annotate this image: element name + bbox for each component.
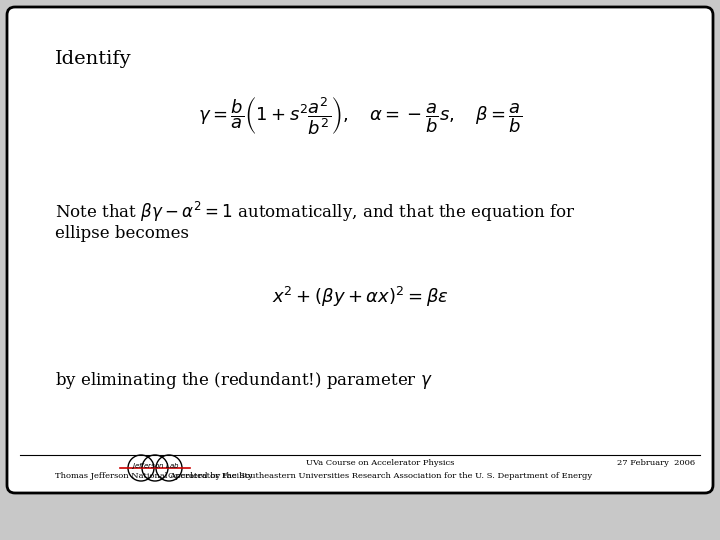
Text: Identify: Identify	[55, 50, 132, 68]
Text: $\mathit{Jefferson\ Lab}$: $\mathit{Jefferson\ Lab}$	[131, 461, 179, 471]
Text: Thomas Jefferson National Accelerator Facility: Thomas Jefferson National Accelerator Fa…	[55, 472, 253, 480]
Text: by eliminating the (redundant!) parameter $\gamma$: by eliminating the (redundant!) paramete…	[55, 370, 433, 391]
Text: $x^2 + \left(\beta y + \alpha x\right)^2 = \beta\varepsilon$: $x^2 + \left(\beta y + \alpha x\right)^2…	[271, 285, 449, 309]
Text: ellipse becomes: ellipse becomes	[55, 225, 189, 242]
Text: UVa Course on Accelerator Physics: UVa Course on Accelerator Physics	[306, 459, 454, 467]
FancyBboxPatch shape	[7, 7, 713, 493]
Text: 27 February  2006: 27 February 2006	[617, 459, 695, 467]
Text: $\gamma = \dfrac{b}{a}\left(1 + s^2 \dfrac{a^2}{b^2}\right), \quad \alpha = -\df: $\gamma = \dfrac{b}{a}\left(1 + s^2 \dfr…	[198, 95, 522, 137]
Text: Operated by the Southeastern Universities Research Association for the U. S. Dep: Operated by the Southeastern Universitie…	[168, 472, 592, 480]
Text: Note that $\beta\gamma - \alpha^2 = 1$ automatically, and that the equation for: Note that $\beta\gamma - \alpha^2 = 1$ a…	[55, 200, 576, 224]
